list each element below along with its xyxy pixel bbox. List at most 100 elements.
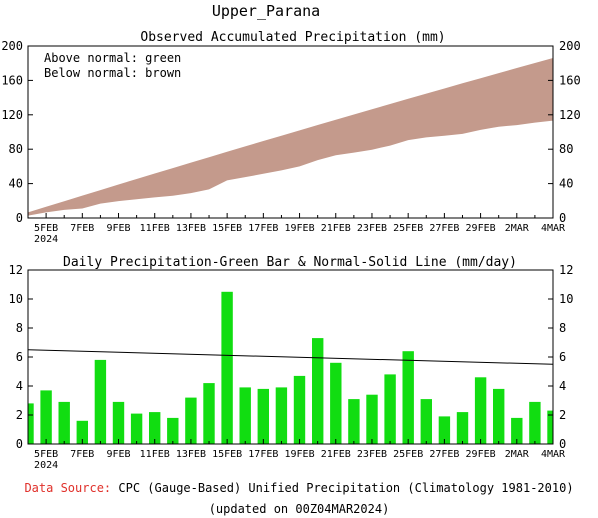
daily-bar xyxy=(456,412,469,444)
daily-bar xyxy=(130,413,143,444)
daily-bar xyxy=(167,417,179,444)
x-tick-label: 11FEB xyxy=(140,223,170,234)
daily-bar xyxy=(493,388,505,444)
daily-bar xyxy=(330,362,342,444)
y-tick-label-left: 200 xyxy=(1,39,23,53)
normal-line xyxy=(27,349,554,365)
x-tick-label: 2MAR xyxy=(505,223,530,234)
y-tick-label-left: 80 xyxy=(9,142,23,156)
x-year-label: 2024 xyxy=(34,234,58,245)
x-tick-label: 5FEB xyxy=(34,449,58,460)
x-tick-label: 25FEB xyxy=(393,223,423,234)
daily-bar xyxy=(203,383,215,444)
y-tick-label-left: 4 xyxy=(16,379,23,393)
page-title: Upper_Parana xyxy=(212,2,320,20)
x-tick-label: 9FEB xyxy=(106,223,130,234)
y-tick-label-left: 0 xyxy=(16,211,23,225)
y-tick-label-left: 8 xyxy=(16,321,23,335)
daily-bar xyxy=(384,374,396,444)
y-tick-label-left: 10 xyxy=(9,292,23,306)
data-source-label: Data Source: xyxy=(24,481,112,495)
daily-bar xyxy=(511,417,523,444)
y-tick-label-right: 6 xyxy=(559,350,566,364)
daily-bar xyxy=(547,410,553,444)
x-tick-label: 4MAR xyxy=(541,223,566,234)
x-tick-label: 7FEB xyxy=(70,449,94,460)
daily-bar xyxy=(40,390,52,444)
data-source-line: Data Source: CPC (Gauge-Based) Unified P… xyxy=(0,481,598,495)
x-tick-label: 5FEB xyxy=(34,223,58,234)
x-tick-label: 17FEB xyxy=(248,449,278,460)
daily-bar xyxy=(149,412,161,444)
daily-bar xyxy=(402,351,414,444)
below-normal-area xyxy=(28,58,553,216)
y-tick-label-right: 0 xyxy=(559,437,566,451)
daily-bar xyxy=(112,401,125,444)
updated-timestamp: (updated on 00Z04MAR2024) xyxy=(208,502,390,516)
x-tick-label: 19FEB xyxy=(284,449,314,460)
daily-bar xyxy=(58,401,70,444)
y-tick-label-right: 160 xyxy=(559,73,581,87)
daily-chart-title: Daily Precipitation-Green Bar & Normal-S… xyxy=(63,255,517,270)
daily-chart: Daily Precipitation-Green Bar & Normal-S… xyxy=(9,255,574,471)
x-tick-label: 25FEB xyxy=(393,449,423,460)
x-tick-label: 13FEB xyxy=(176,223,206,234)
x-tick-label: 2MAR xyxy=(505,449,530,460)
y-tick-label-left: 120 xyxy=(1,108,23,122)
daily-bar xyxy=(221,291,233,445)
x-tick-label: 4MAR xyxy=(541,449,566,460)
accumulated-axes: 0 0 40 40 80 80 120 120 160 160 200 200 5FEB 7FEB 9FEB… xyxy=(1,39,580,245)
y-tick-label-right: 4 xyxy=(559,379,566,393)
x-tick-label: 15FEB xyxy=(212,449,242,460)
daily-bar xyxy=(76,420,88,444)
daily-bar xyxy=(348,399,360,444)
daily-bars xyxy=(28,291,553,445)
x-tick-label: 13FEB xyxy=(176,449,206,460)
x-tick-label: 9FEB xyxy=(106,449,130,460)
daily-bar xyxy=(293,375,306,444)
daily-bar xyxy=(366,394,378,444)
y-tick-label-left: 6 xyxy=(16,350,23,364)
daily-bar xyxy=(312,338,324,444)
x-tick-label: 19FEB xyxy=(284,223,314,234)
x-tick-label: 23FEB xyxy=(357,223,387,234)
x-tick-label: 21FEB xyxy=(321,223,351,234)
daily-bar xyxy=(529,401,541,444)
daily-bar xyxy=(275,387,288,444)
legend-below-normal: Below normal: brown xyxy=(44,66,181,80)
y-tick-label-right: 12 xyxy=(559,263,573,277)
daily-bar xyxy=(185,397,197,444)
y-tick-label-right: 2 xyxy=(559,408,566,422)
y-tick-label-right: 200 xyxy=(559,39,581,53)
y-tick-label-right: 120 xyxy=(559,108,581,122)
y-tick-label-left: 12 xyxy=(9,263,23,277)
y-tick-label-right: 40 xyxy=(559,177,573,191)
legend-above-normal: Above normal: green xyxy=(44,51,181,65)
accumulated-chart-frame xyxy=(27,45,554,219)
x-tick-label: 15FEB xyxy=(212,223,242,234)
daily-bar xyxy=(438,416,451,444)
accumulated-chart: Observed Accumulated Precipitation (mm) … xyxy=(1,30,580,245)
daily-bar xyxy=(94,359,107,444)
y-tick-label-left: 0 xyxy=(16,437,23,451)
x-tick-label: 11FEB xyxy=(140,449,170,460)
x-tick-label: 7FEB xyxy=(70,223,94,234)
daily-bar xyxy=(239,387,251,444)
y-tick-label-left: 160 xyxy=(1,73,23,87)
daily-bar xyxy=(257,388,269,444)
y-tick-label-left: 40 xyxy=(9,177,23,191)
y-tick-label-left: 2 xyxy=(16,408,23,422)
y-tick-label-right: 80 xyxy=(559,142,573,156)
y-tick-label-right: 0 xyxy=(559,211,566,225)
y-tick-label-right: 10 xyxy=(559,292,573,306)
x-tick-label: 29FEB xyxy=(466,449,496,460)
daily-bar xyxy=(474,377,487,444)
data-source-text: CPC (Gauge-Based) Unified Precipitation … xyxy=(118,481,574,495)
x-tick-label: 21FEB xyxy=(321,449,351,460)
daily-bar xyxy=(420,399,432,444)
accumulated-chart-title: Observed Accumulated Precipitation (mm) xyxy=(140,30,445,45)
x-tick-label: 29FEB xyxy=(466,223,496,234)
daily-bar xyxy=(28,403,34,444)
